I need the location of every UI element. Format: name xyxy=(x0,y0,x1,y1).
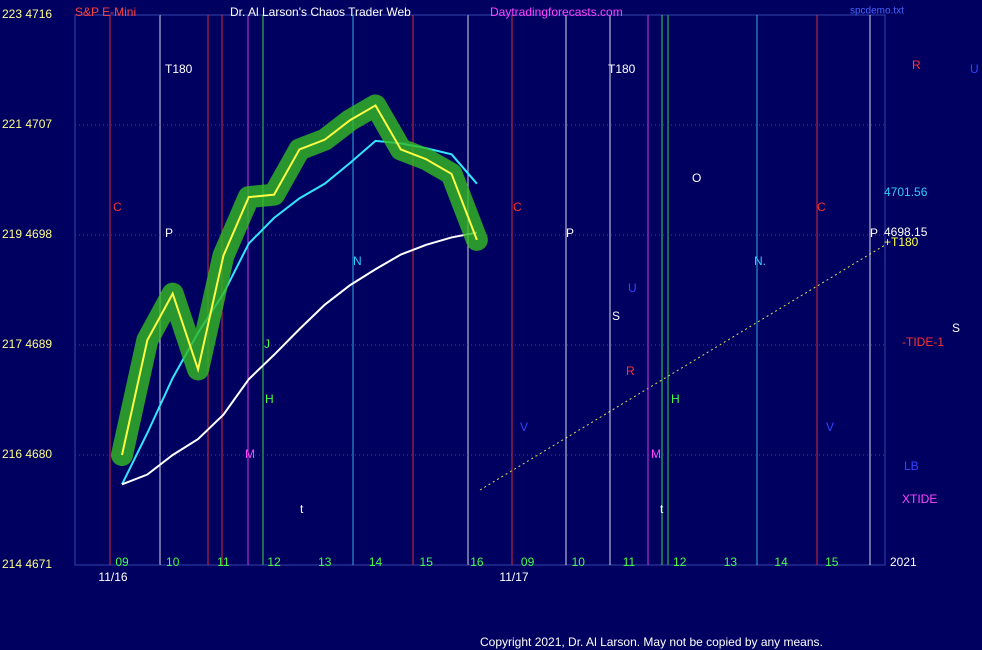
annotation: J xyxy=(264,337,270,351)
file-name: spcdemo.txt xyxy=(850,6,904,17)
plot: 214 4671 216 4680 217 4689 219 4698 221 4707… xyxy=(2,7,885,571)
copyright: Copyright 2021, Dr. Al Larson. May not b… xyxy=(480,635,823,649)
x-tick-label: 09 xyxy=(521,555,535,569)
annotation: t xyxy=(300,502,304,516)
symbol: S&P E-Mini xyxy=(75,5,136,19)
annotation: C xyxy=(113,200,122,214)
y-tick-label: 221 4707 xyxy=(2,117,52,131)
annotation: M xyxy=(245,447,255,461)
annotation: H xyxy=(671,392,680,406)
annotation: U xyxy=(628,281,637,295)
date-label: 11/17 xyxy=(499,570,528,584)
annotation: C xyxy=(817,200,826,214)
x-tick-label: 16 xyxy=(470,555,484,569)
y-tick-label: 217 4689 xyxy=(2,337,52,351)
right-label: 2021 xyxy=(890,555,917,569)
annotation: N. xyxy=(754,254,766,268)
right-label: U xyxy=(970,62,979,76)
series-line xyxy=(121,231,478,486)
x-tick-label: 13 xyxy=(318,555,332,569)
x-tick-label: 14 xyxy=(774,555,788,569)
right-label: LB xyxy=(904,459,919,473)
annotation: P xyxy=(165,226,173,240)
x-tick-label: 10 xyxy=(166,555,180,569)
x-tick-label: 12 xyxy=(267,555,281,569)
right-label: S xyxy=(952,321,960,335)
right-label: 4701.56 xyxy=(884,185,928,199)
x-tick-label: 14 xyxy=(369,555,383,569)
annotation: T180 xyxy=(608,62,636,76)
x-tick-label: 10 xyxy=(572,555,586,569)
x-tick-label: 15 xyxy=(420,555,434,569)
annotation: N xyxy=(353,254,362,268)
annotation: V xyxy=(826,420,834,434)
y-tick-label: 219 4698 xyxy=(2,227,52,241)
annotation: V xyxy=(520,420,528,434)
annotation: P xyxy=(566,226,574,240)
trend-line xyxy=(479,244,886,491)
annotation: S xyxy=(612,309,620,323)
x-tick-label: 12 xyxy=(673,555,687,569)
annotation: t xyxy=(660,502,664,516)
y-tick-label: 223 4716 xyxy=(2,7,52,21)
x-tick-label: 13 xyxy=(724,555,738,569)
vertical-lines xyxy=(109,15,871,565)
right-label: -TIDE-1 xyxy=(902,335,944,349)
right-label: R xyxy=(912,58,921,72)
right-label: 4698.15 xyxy=(884,225,928,239)
x-tick-label: 09 xyxy=(115,555,129,569)
annotation: T180 xyxy=(165,62,193,76)
y-tick-label: 214 4671 xyxy=(2,557,52,571)
annotation: R xyxy=(626,364,635,378)
x-tick-label: 11 xyxy=(623,555,636,569)
annotation: M xyxy=(651,447,661,461)
series-line xyxy=(121,104,478,456)
y-tick-label: 216 4680 xyxy=(2,447,52,461)
site: Daytradingforecasts.com xyxy=(490,5,623,19)
right-label: +T180 xyxy=(884,235,919,249)
right-label: XTIDE xyxy=(902,492,937,506)
x-tick-label: 11 xyxy=(217,555,230,569)
date-label: 11/16 xyxy=(98,570,127,584)
annotation: P xyxy=(870,226,878,240)
chart-title: Dr. Al Larson's Chaos Trader Web xyxy=(230,5,411,19)
x-tick-label: 15 xyxy=(825,555,839,569)
annotation: H xyxy=(265,392,274,406)
annotation: O xyxy=(692,171,701,185)
annotation: C xyxy=(513,200,522,214)
